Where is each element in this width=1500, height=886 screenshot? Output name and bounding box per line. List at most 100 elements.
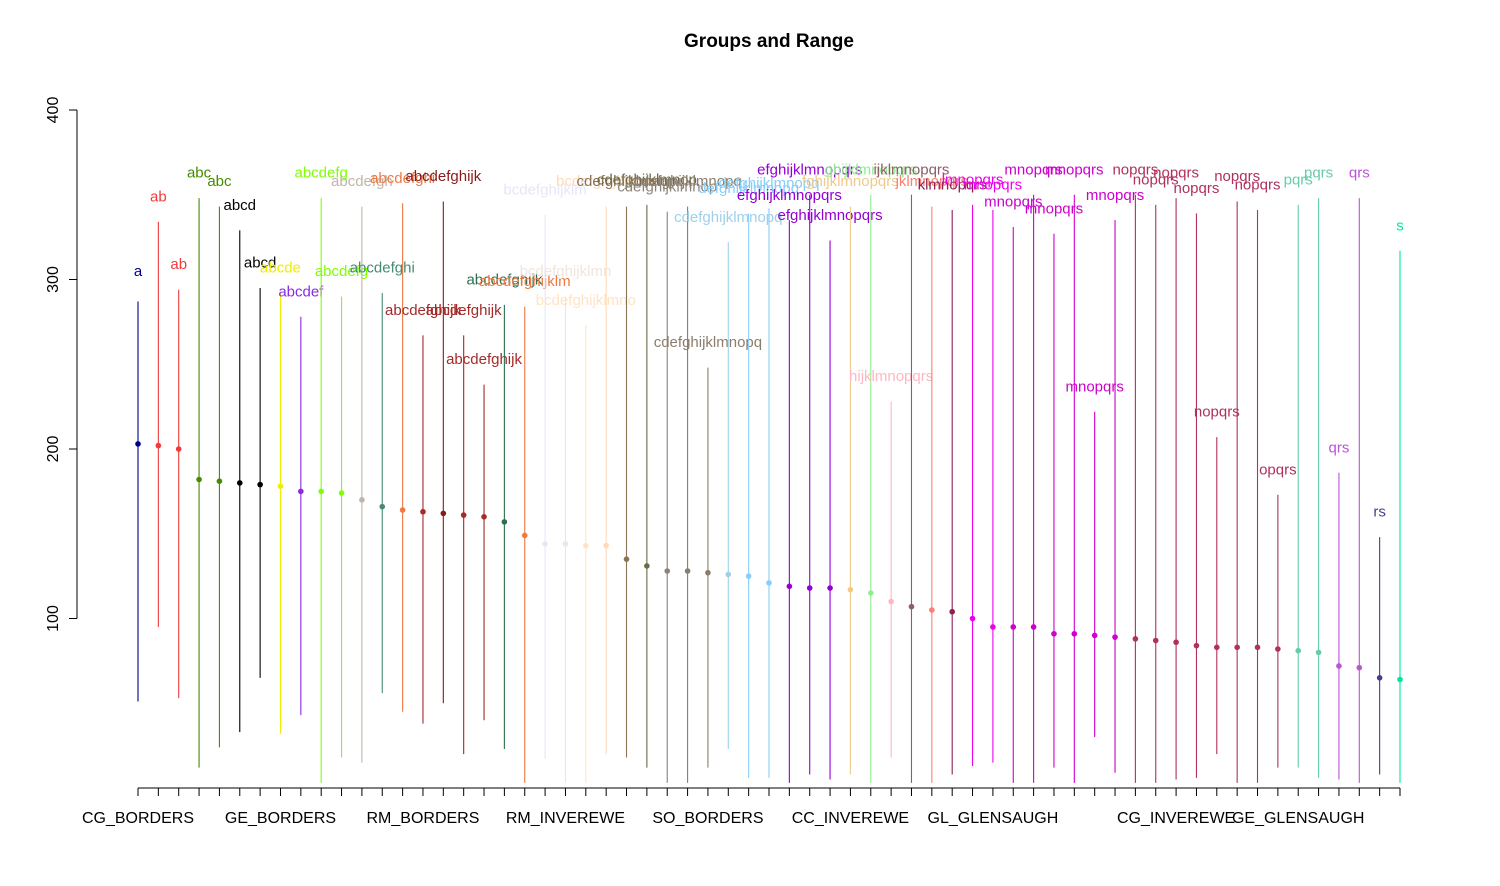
group-letter-label: abcdefghi bbox=[350, 260, 415, 277]
chart-title: Groups and Range bbox=[684, 31, 854, 52]
group-letter-label: cdefghijklmnopq bbox=[633, 173, 741, 190]
mean-point bbox=[1214, 644, 1220, 651]
group-letter-label: abc bbox=[207, 173, 232, 190]
mean-point bbox=[888, 598, 894, 605]
group-letter-label: mnopqrs bbox=[1086, 187, 1144, 204]
group-letter-label: abcdefg bbox=[315, 263, 368, 280]
mean-point bbox=[1173, 639, 1179, 646]
group-letter-label: lmnopqrs bbox=[942, 171, 1004, 188]
group-letter-label: cdefghijklmnopq bbox=[654, 334, 762, 351]
mean-point bbox=[135, 441, 141, 447]
group-mark: nopqrs bbox=[1174, 180, 1219, 778]
group-letter-label: nopqrs bbox=[1112, 161, 1158, 178]
group-mark: mnopqrs bbox=[984, 194, 1042, 783]
mean-point bbox=[1030, 624, 1037, 630]
group-mark: cdefghijklmnopq bbox=[633, 173, 742, 783]
mean-point bbox=[847, 586, 854, 593]
group-letter-label: ghijklmnopqrs bbox=[825, 161, 918, 178]
mean-point bbox=[1132, 636, 1139, 642]
x-tick-label: GL_GLENSAUGH bbox=[928, 810, 1059, 827]
group-letter-label: abcdefghijk bbox=[446, 351, 522, 368]
mean-point bbox=[562, 541, 569, 547]
x-tick-label: RM_INVEREWE bbox=[506, 810, 625, 827]
x-axis: CG_BORDERS GE_BORDERS RM_BORDERS RM_INVEREW… bbox=[82, 787, 1401, 827]
group-mark: abcdefghi bbox=[350, 260, 415, 694]
group-letter-label: mnopqrs bbox=[1065, 378, 1123, 395]
group-mark: cdefghijklmnop bbox=[617, 178, 717, 783]
mean-point bbox=[216, 478, 223, 485]
group-mark: pqrs bbox=[1304, 165, 1333, 778]
group-mark: cdefghijklmnop bbox=[576, 173, 677, 758]
group-mark: abcdefghijk bbox=[466, 272, 543, 750]
y-axis: 100 200 300 400 bbox=[45, 97, 78, 632]
group-mark: efghijklmnopqrs bbox=[757, 161, 862, 775]
group-mark: hijklmnopqrs bbox=[849, 368, 933, 758]
mean-point bbox=[644, 563, 650, 569]
group-mark: abc bbox=[187, 165, 212, 768]
group-letter-label: abcdefgh bbox=[331, 173, 393, 190]
group-letter-label: efghijklmnopqrs bbox=[757, 161, 862, 178]
group-mark: bcdefghijklm bbox=[503, 182, 587, 760]
group-mark: opqrs bbox=[1259, 461, 1297, 768]
mean-point bbox=[908, 603, 915, 610]
group-letter-label: abcdefghijk bbox=[466, 272, 542, 289]
group-mark: abcdefghijk bbox=[446, 351, 522, 721]
x-tick-label: GE_GLENSAUGH bbox=[1232, 810, 1364, 827]
group-mark: mnopqrs bbox=[964, 177, 1022, 763]
group-letter-label: ab bbox=[150, 188, 167, 205]
group-mark: bcdefghijklmno bbox=[536, 292, 636, 783]
group-mark: ijklmnopqrs bbox=[874, 161, 949, 783]
group-letter-label: opqrs bbox=[1259, 461, 1297, 478]
group-mark: qrs bbox=[1349, 165, 1370, 783]
group-mark: mnopqrs bbox=[1025, 200, 1083, 768]
group-letter-label: nopqrs bbox=[1235, 177, 1281, 194]
group-mark: fghijklmnopqrs bbox=[802, 173, 899, 775]
group-mark: abcd bbox=[244, 255, 276, 678]
y-tick-label: 300 bbox=[45, 266, 62, 293]
mean-point bbox=[236, 480, 243, 486]
x-tick-label: SO_BORDERS bbox=[652, 810, 763, 827]
group-mark: efghijklmnopqrs bbox=[737, 187, 842, 783]
group-mark: abcdefghijklm bbox=[479, 273, 571, 783]
group-letter-label: efghijklmnopqrs bbox=[778, 207, 883, 224]
mean-point bbox=[379, 503, 386, 510]
mean-point bbox=[1051, 630, 1057, 637]
mean-point bbox=[745, 573, 752, 579]
group-letter-label: nopqrs bbox=[1133, 171, 1179, 188]
mean-point bbox=[1295, 647, 1302, 654]
x-tick-label: CG_BORDERS bbox=[82, 810, 194, 827]
group-letter-label: abcd bbox=[224, 197, 257, 214]
mean-point bbox=[786, 583, 793, 590]
group-letter-label: defghijklmnopq bbox=[719, 175, 820, 192]
group-mark: defghijklmnopq bbox=[698, 180, 799, 778]
x-tick-label: RM_BORDERS bbox=[367, 810, 480, 827]
mean-point bbox=[399, 507, 406, 513]
group-letter-label: defghijklmnopq bbox=[698, 180, 799, 197]
group-letter-label: a bbox=[134, 263, 143, 280]
group-mark: s bbox=[1396, 217, 1404, 783]
group-letter-label: mnopqrs bbox=[964, 177, 1022, 194]
group-mark: nopqrs bbox=[1133, 171, 1179, 783]
group-letter-label: klmnopqrs bbox=[918, 177, 987, 194]
group-mark: mnopqrs bbox=[1086, 187, 1144, 773]
mean-point bbox=[684, 568, 691, 574]
mean-point bbox=[1397, 676, 1403, 683]
group-mark: defghijklmnopq bbox=[719, 175, 820, 778]
mean-point bbox=[1091, 632, 1098, 639]
group-letter-label: jklmnopqrs bbox=[895, 173, 969, 190]
group-letter-label: nopqrs bbox=[1214, 168, 1260, 185]
group-letter-label: bcdefghijklmn bbox=[520, 263, 612, 280]
mean-point bbox=[420, 508, 426, 515]
mean-point bbox=[298, 488, 304, 495]
group-mark: abcdefghijk bbox=[405, 168, 482, 704]
mean-point bbox=[359, 497, 365, 503]
group-letter-label: abc bbox=[187, 165, 212, 182]
mean-point bbox=[725, 571, 732, 578]
group-letter-label: abcdefg bbox=[294, 165, 347, 182]
group-letter-label: bcdefghijklm bbox=[503, 182, 586, 199]
mean-point bbox=[1356, 664, 1363, 671]
group-mark: abc bbox=[207, 173, 232, 748]
group-mark: rs bbox=[1373, 504, 1386, 775]
group-mark: nopqrs bbox=[1153, 165, 1199, 780]
